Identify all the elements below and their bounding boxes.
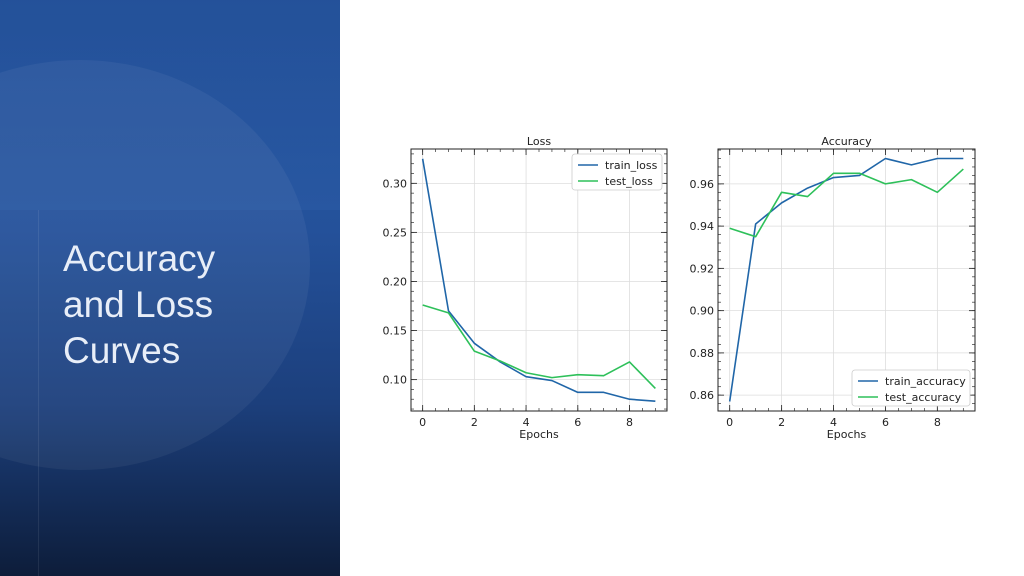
x-tick-label: 0 [419,416,426,429]
y-tick-label: 0.92 [690,262,715,275]
x-tick-label: 2 [778,416,785,429]
y-tick-label: 0.30 [383,177,408,190]
y-tick-label: 0.88 [690,347,715,360]
chart-accuracy: 0 2 4 6 8 0.86 0.88 0.90 0.92 0.94 0.96 Accuracy Epo… [690,135,976,441]
legend-label: test_loss [605,175,653,188]
series-line-train-accuracy [728,157,964,402]
chart-loss: 0 2 4 6 8 0.10 0.15 0.20 0.25 0.30 Loss Epochs train… [383,135,668,441]
y-tick-label: 0.10 [383,374,408,387]
series-line-test-loss [422,304,656,389]
x-tick-label: 6 [882,416,889,429]
x-tick-label: 0 [726,416,733,429]
y-tick-label: 0.86 [690,389,715,402]
plot-frame [410,148,668,412]
side-panel: Accuracy and Loss Curves [0,0,340,576]
y-tick-label: 0.25 [383,226,408,239]
y-tick-label: 0.20 [383,275,408,288]
y-tick-label: 0.90 [690,305,715,318]
slide-title-line-2: and Loss [63,284,214,325]
legend-box [851,369,971,407]
legend: train_loss test_loss [571,153,663,191]
legend-label: train_loss [605,159,658,172]
side-panel-line-decoration [38,210,39,576]
chart-title: Loss [527,135,551,148]
x-axis-label: Epochs [519,428,559,441]
x-tick-label: 4 [830,416,837,429]
chart-title: Accuracy [821,135,872,148]
y-tick-label: 0.15 [383,325,408,338]
slide-title-line-1: Accuracy [63,238,216,279]
side-panel-band [0,0,340,210]
y-tick-label: 0.96 [690,178,715,191]
series-line-train-loss [421,158,656,402]
slide-title: Accuracy and Loss Curves [63,236,323,374]
legend-label: test_accuracy [885,391,962,404]
slide-title-line-3: Curves [63,330,181,371]
legend: train_accuracy test_accuracy [851,369,971,407]
x-axis-label: Epochs [827,428,867,441]
x-tick-label: 4 [523,416,530,429]
x-tick-label: 8 [934,416,941,429]
x-tick-label: 2 [471,416,478,429]
y-tick-label: 0.94 [690,220,715,233]
x-tick-label: 6 [574,416,581,429]
x-tick-label: 8 [626,416,633,429]
legend-label: train_accuracy [885,375,966,388]
series-line-test-accuracy [729,168,964,238]
plot-frame [717,148,976,412]
